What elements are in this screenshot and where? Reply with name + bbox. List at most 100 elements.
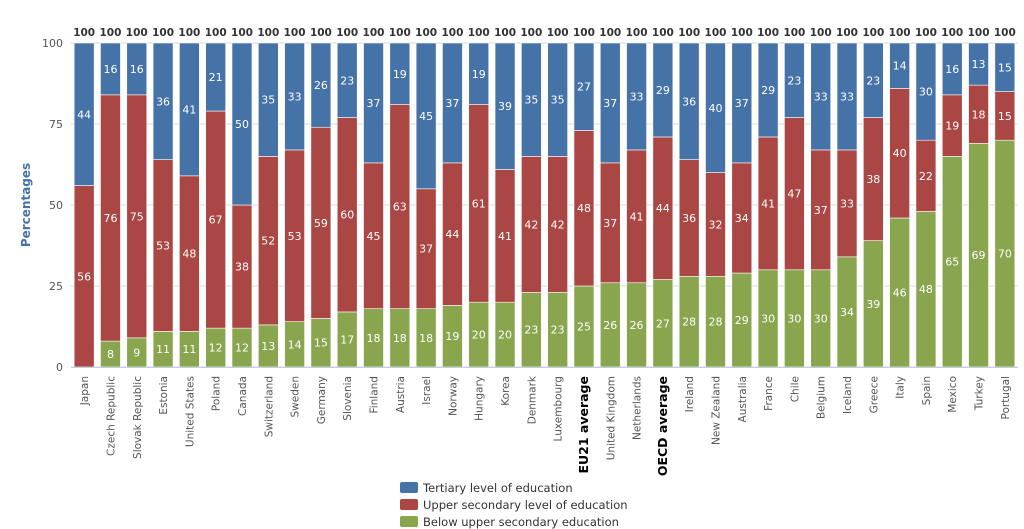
total-label: 100 bbox=[599, 27, 621, 39]
data-label: 42 bbox=[524, 218, 538, 231]
bar-segment[interactable] bbox=[889, 42, 910, 89]
data-labels: 56 44 100 8 76 16 100 9 75 16 100 11 53 36 100 11 48 41 10… bbox=[73, 27, 1016, 361]
legend-label[interactable]: Upper secondary level of education bbox=[423, 498, 628, 512]
data-label: 60 bbox=[340, 209, 354, 222]
bar-segment[interactable] bbox=[468, 42, 490, 105]
legend-swatch[interactable] bbox=[400, 516, 418, 527]
bar-segment[interactable] bbox=[336, 42, 358, 118]
bar-segment[interactable] bbox=[678, 42, 700, 160]
x-tick-label: Portugal bbox=[1000, 376, 1012, 420]
bar-segment[interactable] bbox=[126, 42, 148, 96]
legend-swatch[interactable] bbox=[400, 482, 418, 493]
data-label: 38 bbox=[866, 173, 880, 186]
bar-segment[interactable] bbox=[599, 42, 621, 164]
data-label: 56 bbox=[77, 270, 91, 283]
data-label: 69 bbox=[972, 249, 986, 262]
y-tick-label: 100 bbox=[42, 37, 63, 50]
bar-segment[interactable] bbox=[442, 42, 463, 164]
data-label: 23 bbox=[866, 74, 880, 87]
bar-segment[interactable] bbox=[363, 42, 384, 164]
data-label: 17 bbox=[340, 333, 354, 346]
data-label: 28 bbox=[682, 316, 696, 329]
data-label: 30 bbox=[919, 86, 933, 99]
data-label: 75 bbox=[130, 210, 144, 223]
data-label: 41 bbox=[498, 230, 512, 243]
x-tick-label: Slovak Republic bbox=[132, 376, 144, 459]
bar-segment[interactable] bbox=[810, 42, 832, 151]
total-label: 100 bbox=[152, 27, 174, 39]
total-label: 100 bbox=[547, 27, 569, 39]
bar-segment[interactable] bbox=[231, 42, 253, 206]
y-tick-label: 25 bbox=[49, 280, 63, 293]
bar-segment[interactable] bbox=[573, 42, 595, 131]
bar-segment[interactable] bbox=[941, 42, 963, 96]
bar-segment[interactable] bbox=[205, 42, 226, 112]
legend-label[interactable]: Below upper secondary education bbox=[423, 515, 619, 529]
bar-segment[interactable] bbox=[415, 42, 437, 190]
bar-segment[interactable] bbox=[547, 42, 568, 157]
data-label: 70 bbox=[998, 248, 1012, 261]
legend-label[interactable]: Tertiary level of education bbox=[422, 481, 573, 495]
data-label: 33 bbox=[840, 90, 854, 103]
bar-segment[interactable] bbox=[284, 42, 305, 151]
data-label: 44 bbox=[445, 228, 459, 241]
bar-segment[interactable] bbox=[73, 42, 95, 186]
bar-segment[interactable] bbox=[521, 42, 542, 157]
y-tick-label: 50 bbox=[49, 199, 63, 212]
bar-segment[interactable] bbox=[836, 42, 858, 151]
bar-segment[interactable] bbox=[626, 42, 647, 151]
x-tick-label: Canada bbox=[237, 376, 249, 416]
data-label: 19 bbox=[472, 68, 486, 81]
bar-segment[interactable] bbox=[968, 42, 989, 86]
x-tick-label: Austria bbox=[395, 376, 407, 413]
total-label: 100 bbox=[678, 27, 700, 39]
data-label: 28 bbox=[708, 316, 722, 329]
total-label: 100 bbox=[494, 27, 516, 39]
data-label: 21 bbox=[209, 71, 223, 84]
bar-segment[interactable] bbox=[652, 42, 674, 138]
data-label: 19 bbox=[393, 68, 407, 81]
data-label: 37 bbox=[603, 97, 617, 110]
data-label: 65 bbox=[945, 256, 959, 269]
data-label: 13 bbox=[261, 340, 275, 353]
data-label: 35 bbox=[524, 94, 538, 107]
data-label: 44 bbox=[656, 202, 670, 215]
data-label: 47 bbox=[787, 188, 801, 201]
x-tick-label: OECD average bbox=[655, 376, 670, 476]
bar-segment[interactable] bbox=[179, 42, 200, 177]
data-label: 15 bbox=[998, 110, 1012, 123]
x-tick-label: Italy bbox=[895, 376, 907, 399]
x-tick-label: Australia bbox=[737, 376, 749, 422]
data-label: 16 bbox=[130, 63, 144, 76]
bar-segment[interactable] bbox=[994, 42, 1016, 92]
legend-swatch[interactable] bbox=[400, 499, 418, 510]
y-tick-label: 75 bbox=[49, 118, 63, 131]
bar-segment[interactable] bbox=[310, 42, 332, 128]
data-label: 37 bbox=[603, 217, 617, 230]
bar-segment[interactable] bbox=[100, 42, 121, 96]
bar-segment[interactable] bbox=[494, 42, 516, 170]
bar-segment[interactable] bbox=[757, 42, 779, 138]
bar-segment[interactable] bbox=[705, 42, 726, 173]
bar-segment[interactable] bbox=[863, 42, 884, 118]
data-label: 23 bbox=[787, 74, 801, 87]
data-label: 40 bbox=[708, 102, 722, 115]
bar-segment[interactable] bbox=[257, 42, 279, 157]
x-tick-label: Denmark bbox=[526, 375, 538, 424]
data-label: 36 bbox=[156, 95, 170, 108]
bar-segment[interactable] bbox=[152, 42, 174, 160]
total-label: 100 bbox=[626, 27, 648, 39]
bar-segment[interactable] bbox=[731, 42, 753, 164]
total-label: 100 bbox=[757, 27, 779, 39]
x-tick-label: Greece bbox=[868, 376, 880, 413]
bar-segment[interactable] bbox=[915, 42, 937, 141]
data-label: 13 bbox=[972, 58, 986, 71]
data-label: 18 bbox=[367, 332, 381, 345]
data-label: 19 bbox=[945, 120, 959, 133]
data-label: 45 bbox=[419, 110, 433, 123]
data-label: 37 bbox=[367, 97, 381, 110]
bar-segment[interactable] bbox=[784, 42, 805, 118]
data-label: 37 bbox=[735, 97, 749, 110]
bar-segment[interactable] bbox=[389, 42, 411, 105]
legend[interactable]: Tertiary level of education Upper seconda… bbox=[400, 481, 628, 529]
